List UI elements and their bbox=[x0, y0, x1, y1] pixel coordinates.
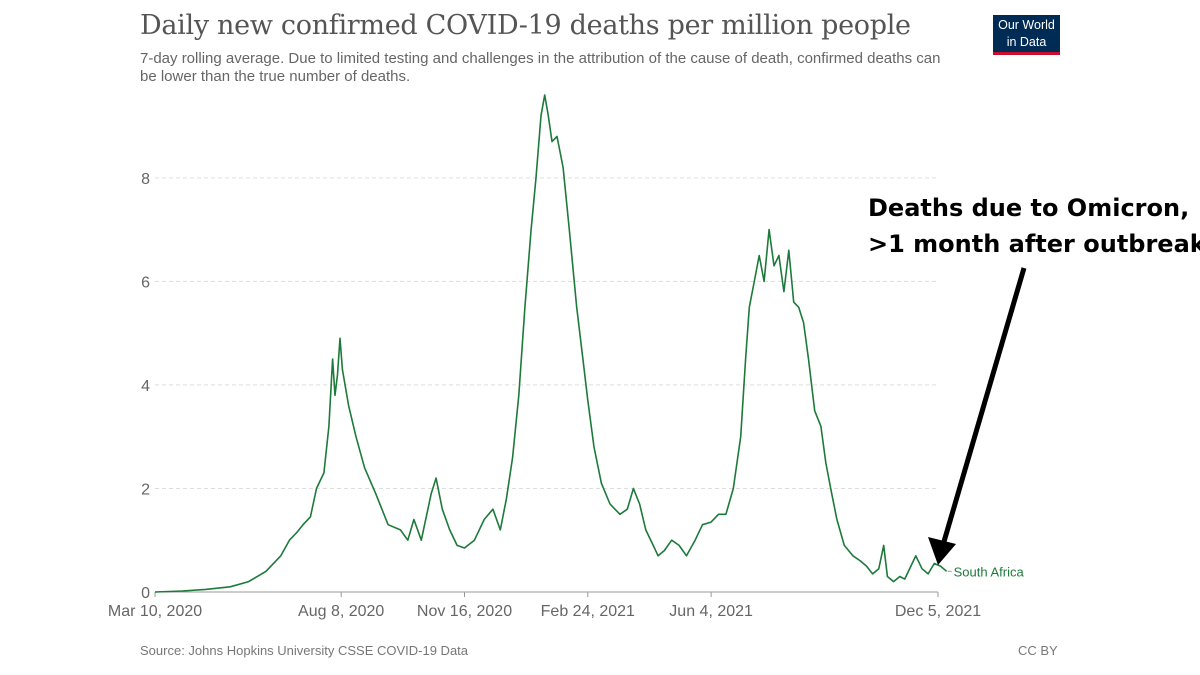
y-tick-label: 8 bbox=[141, 171, 150, 188]
license-note[interactable]: CC BY bbox=[1018, 643, 1058, 658]
annotation-line-2: >1 month after outbreak bbox=[868, 230, 1200, 258]
series-line-south-africa bbox=[154, 94, 948, 593]
y-tick-label: 2 bbox=[141, 481, 150, 498]
x-tick-label: Jun 4, 2021 bbox=[669, 603, 753, 620]
x-tick-label: Nov 16, 2020 bbox=[417, 603, 512, 620]
omicron-annotation: Deaths due to Omicron, >1 month after ou… bbox=[868, 190, 1200, 262]
logo-line-1: Our World bbox=[998, 18, 1055, 32]
y-tick-label: 4 bbox=[141, 378, 150, 395]
y-axis-ticks: 0 2 4 6 8 bbox=[141, 171, 150, 602]
x-tick-label: Feb 24, 2021 bbox=[541, 603, 635, 620]
x-tick-label: Aug 8, 2020 bbox=[298, 603, 384, 620]
x-tick-label: Dec 5, 2021 bbox=[895, 603, 981, 620]
arrow-shaft bbox=[940, 267, 1027, 546]
series-label-south-africa: South Africa bbox=[954, 564, 1025, 579]
annotation-arrow bbox=[928, 267, 1027, 565]
logo-line-2: in Data bbox=[1006, 35, 1047, 49]
y-tick-label: 6 bbox=[141, 274, 150, 291]
gridlines bbox=[155, 177, 938, 489]
chart-title: Daily new confirmed COVID-19 deaths per … bbox=[140, 10, 911, 41]
arrow-head bbox=[928, 537, 956, 565]
x-tick-label: Mar 10, 2020 bbox=[108, 603, 202, 620]
source-note[interactable]: Source: Johns Hopkins University CSSE CO… bbox=[140, 643, 469, 658]
owid-logo[interactable]: Our World in Data bbox=[993, 15, 1060, 55]
chart-subtitle: 7-day rolling average. Due to limited te… bbox=[140, 50, 941, 85]
series-group: South Africa bbox=[154, 94, 1025, 593]
annotation-line-1: Deaths due to Omicron, bbox=[868, 194, 1190, 222]
y-tick-label: 0 bbox=[141, 585, 150, 602]
x-axis: Mar 10, 2020 Aug 8, 2020 Nov 16, 2020 Feb 2… bbox=[108, 591, 981, 620]
